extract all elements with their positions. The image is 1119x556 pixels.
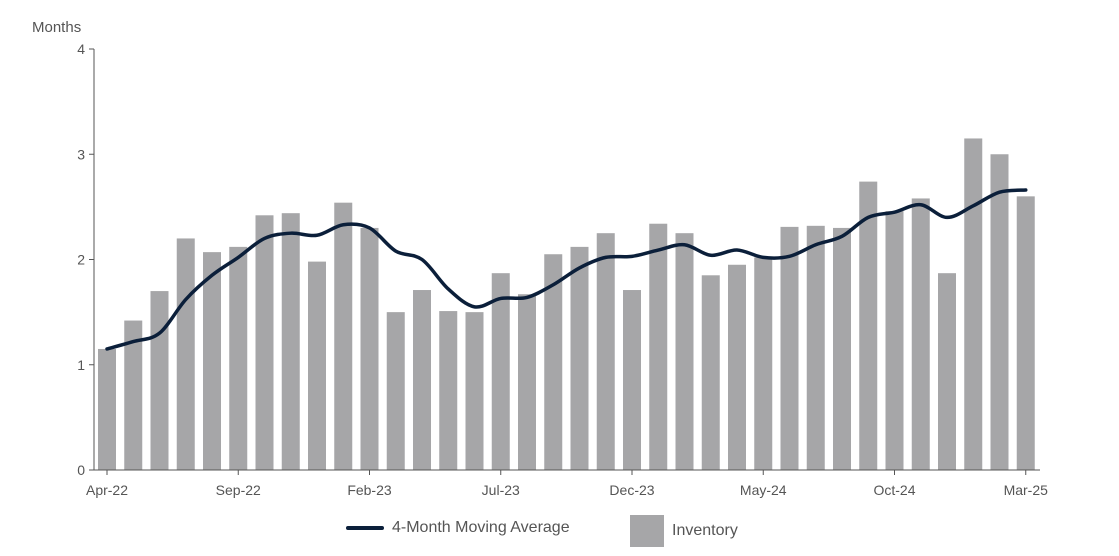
bar-Dec-24 — [938, 273, 956, 470]
y-tick-label-4: 4 — [77, 41, 85, 57]
y-tick-label-0: 0 — [77, 462, 85, 478]
bar-Oct-23 — [570, 246, 589, 470]
bar-May-24 — [754, 257, 773, 470]
x-tick-label-Jul-23: Jul-23 — [482, 482, 520, 498]
bar-Oct-22 — [255, 215, 274, 470]
bar-Apr-22 — [98, 348, 116, 470]
bar-Oct-24 — [885, 211, 904, 470]
bar-Sep-24 — [859, 181, 878, 471]
bar-Feb-25 — [990, 154, 1009, 470]
y-tick-label-1: 1 — [77, 357, 85, 373]
legend: 4-Month Moving Average Inventory — [0, 515, 1119, 547]
bar-Nov-22 — [281, 213, 300, 470]
bar-Feb-24 — [675, 233, 694, 470]
bar-Sep-22 — [229, 246, 248, 470]
bar-Jul-24 — [806, 225, 825, 470]
bar-Mar-25 — [1016, 196, 1035, 470]
legend-item-inventory: Inventory — [630, 515, 738, 547]
bar-Mar-23 — [386, 312, 405, 471]
bar-Jan-25 — [964, 138, 983, 470]
bar-Jan-24 — [649, 223, 668, 470]
bar-Jun-23 — [465, 312, 484, 471]
y-axis-title: Months — [32, 19, 81, 36]
bar-May-23 — [439, 311, 458, 470]
bar-Aug-24 — [833, 227, 851, 470]
bar-Apr-23 — [413, 290, 431, 470]
bar-series — [98, 138, 1035, 471]
bar-Jul-23 — [491, 273, 510, 470]
bar-Aug-23 — [518, 294, 536, 470]
x-tick-label-Oct-24: Oct-24 — [873, 482, 915, 498]
x-tick-label-Mar-25: Mar-25 — [1004, 482, 1049, 498]
bar-Apr-24 — [728, 264, 746, 470]
line-series — [105, 188, 1028, 351]
chart: 0 1 2 3 4 Apr-22 Sep-22 Feb-23 Jul-23 Dec-23 May-2… — [32, 19, 1048, 498]
x-tick-label-Sep-22: Sep-22 — [216, 482, 261, 498]
legend-label-inventory: Inventory — [672, 522, 738, 539]
axes: 0 1 2 3 4 Apr-22 Sep-22 Feb-23 Jul-23 Dec-23 May-2… — [77, 41, 1048, 498]
x-tick-label-Apr-22: Apr-22 — [86, 482, 128, 498]
bar-Nov-23 — [596, 233, 615, 470]
bar-Nov-24 — [911, 198, 930, 470]
bar-Sep-23 — [544, 254, 563, 470]
bar-Dec-22 — [308, 261, 326, 470]
x-tick-label-Dec-23: Dec-23 — [609, 482, 654, 498]
bar-Feb-23 — [360, 227, 379, 470]
bar-May-22 — [124, 320, 143, 470]
moving-average-line — [105, 188, 1028, 351]
bar-Jan-23 — [334, 202, 353, 471]
y-tick-label-3: 3 — [77, 146, 85, 162]
bar-Jun-22 — [150, 291, 169, 470]
x-tick-label-Feb-23: Feb-23 — [347, 482, 392, 498]
legend-item-moving-average: 4-Month Moving Average — [346, 519, 570, 537]
legend-label-moving-average: 4-Month Moving Average — [392, 519, 570, 536]
legend-bar-swatch — [630, 515, 664, 547]
y-tick-label-2: 2 — [77, 252, 85, 268]
bar-Aug-22 — [203, 252, 221, 470]
bar-Jul-22 — [176, 238, 195, 470]
x-tick-label-May-24: May-24 — [740, 482, 787, 498]
bar-Jun-24 — [780, 226, 799, 470]
bar-Dec-23 — [623, 290, 641, 470]
bar-Mar-24 — [701, 275, 720, 470]
legend-line-swatch — [346, 526, 384, 530]
